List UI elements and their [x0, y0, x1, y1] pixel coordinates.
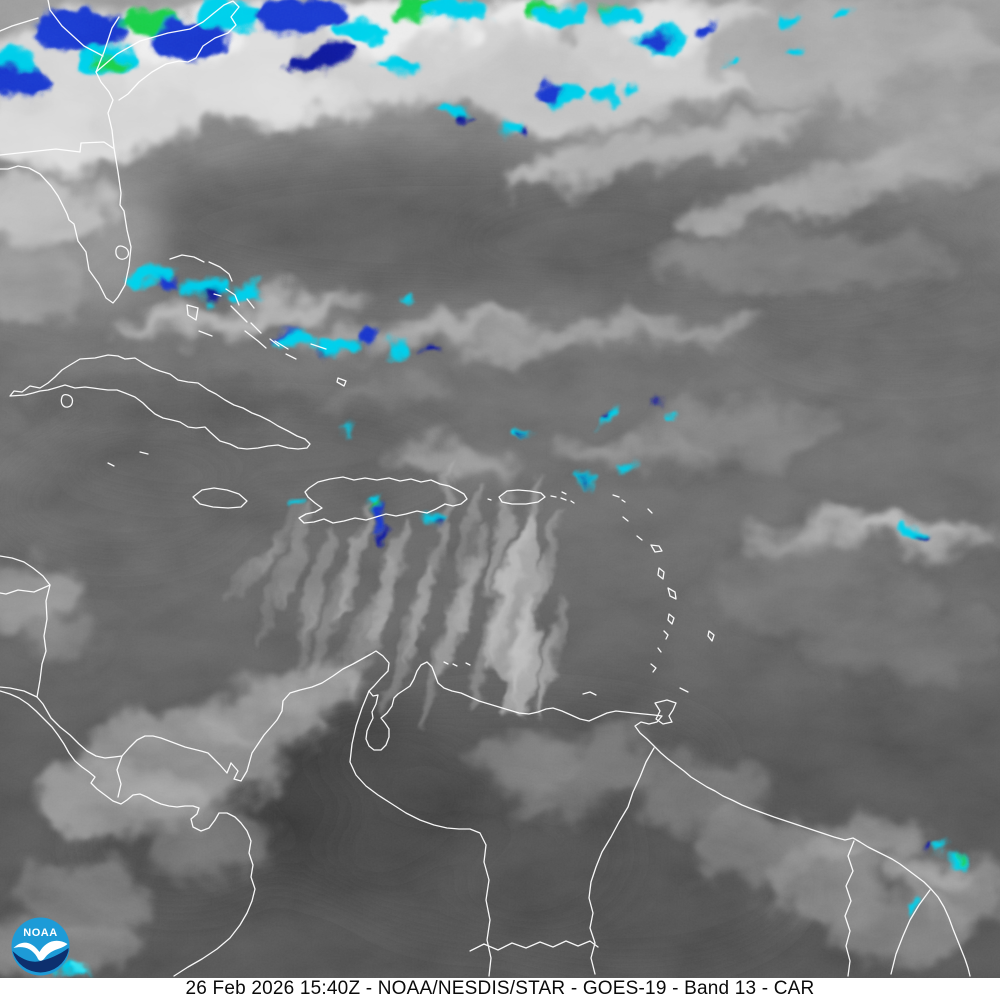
film-grain-overlay: [0, 0, 1000, 978]
caption-text: 26 Feb 2026 15:40Z - NOAA/NESDIS/STAR - …: [185, 978, 815, 999]
satellite-canvas: [0, 0, 1000, 978]
noaa-logo: NOAA: [11, 917, 70, 976]
caption-bar: 26 Feb 2026 15:40Z - NOAA/NESDIS/STAR - …: [0, 978, 1000, 1000]
noaa-logo-bird-icon: [13, 940, 68, 961]
noaa-logo-text: NOAA: [23, 927, 57, 939]
noaa-logo-navy-wave: [12, 948, 69, 973]
